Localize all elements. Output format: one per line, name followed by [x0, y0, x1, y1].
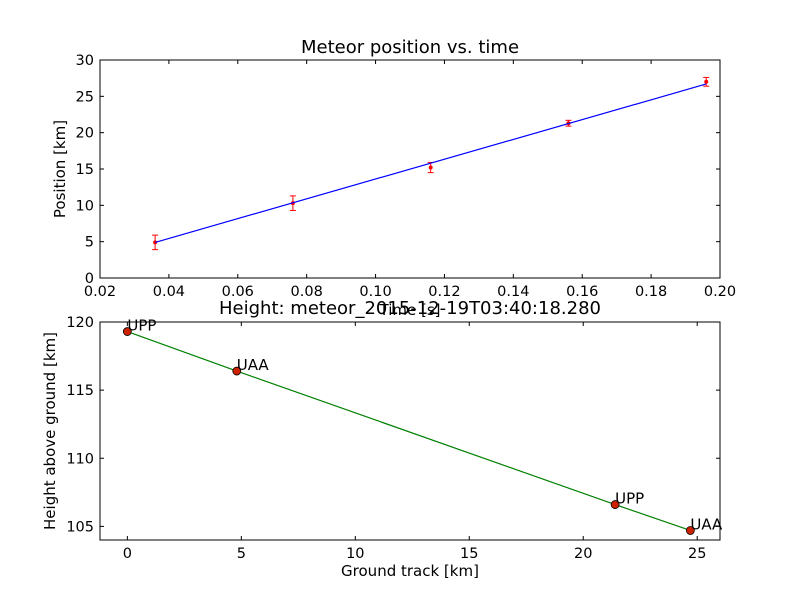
- chart-title: Height: meteor_2015-12-19T03:40:18.280: [219, 298, 601, 319]
- station-label: UPP: [615, 490, 644, 508]
- station-label: UPP: [127, 317, 156, 335]
- x-tick-label: 25: [688, 546, 706, 562]
- x-tick-label: 10: [346, 546, 364, 562]
- x-tick-label: 0.06: [222, 284, 254, 300]
- y-tick-label: 110: [66, 451, 94, 467]
- y-tick-label: 0: [85, 271, 94, 287]
- x-axis-label: Ground track [km]: [341, 562, 479, 580]
- station-point: [610, 500, 620, 509]
- x-tick-label: 0.08: [291, 284, 323, 300]
- y-tick-label: 10: [76, 198, 94, 214]
- y-tick-label: 115: [66, 383, 94, 399]
- x-tick-label: 0.14: [497, 284, 529, 300]
- trajectory-line: [127, 330, 691, 532]
- height-vs-ground-track-plot: Height: meteor_2015-12-19T03:40:18.280 0…: [41, 298, 723, 580]
- station-label: UAA: [690, 515, 723, 533]
- x-axis-label: Time [s]: [379, 301, 441, 319]
- data-point: [428, 165, 433, 170]
- x-tick-label: 0.02: [84, 284, 116, 300]
- x-tick-label: 5: [237, 546, 246, 562]
- x-tick-label: 0.10: [359, 284, 391, 300]
- axis-ticks: 0.02 0.04 0.06 0.08 0.10 0.12 0.14 0.16 0.18 0.20…: [76, 53, 737, 300]
- x-tick-label: 0: [123, 546, 132, 562]
- x-tick-label: 0.20: [704, 284, 736, 300]
- station-point: [685, 526, 695, 535]
- x-tick-label: 0.16: [566, 284, 598, 300]
- position-vs-time-plot: Meteor position vs. time 0.02 0.04 0.06 0.0…: [51, 37, 736, 319]
- x-tick-label: 0.12: [428, 284, 460, 300]
- x-tick-label: 0.04: [153, 284, 185, 300]
- station-point: [232, 366, 242, 376]
- plot-data: UPP UAA UPP UAA: [122, 317, 723, 535]
- y-axis-label: Position [km]: [51, 120, 69, 218]
- axis-ticks: 0 5 10 15 20 25 105 110 115 120: [66, 315, 720, 562]
- plot-data: [152, 76, 710, 251]
- chart-title: Meteor position vs. time: [301, 37, 519, 58]
- y-tick-label: 15: [76, 162, 94, 178]
- y-tick-label: 120: [66, 315, 94, 331]
- fit-line: [154, 83, 707, 243]
- y-tick-label: 105: [66, 519, 94, 535]
- station-point: [122, 327, 132, 336]
- data-point: [704, 79, 709, 84]
- y-tick-label: 30: [76, 53, 94, 69]
- y-tick-label: 25: [76, 89, 94, 105]
- x-tick-label: 20: [574, 546, 592, 562]
- station-label: UAA: [237, 356, 270, 374]
- x-tick-label: 15: [460, 546, 478, 562]
- x-tick-label: 0.18: [635, 284, 667, 300]
- y-tick-label: 20: [76, 126, 94, 142]
- y-axis-label: Height above ground [km]: [41, 332, 59, 530]
- plot-frame: [99, 321, 721, 541]
- y-tick-label: 5: [85, 235, 94, 251]
